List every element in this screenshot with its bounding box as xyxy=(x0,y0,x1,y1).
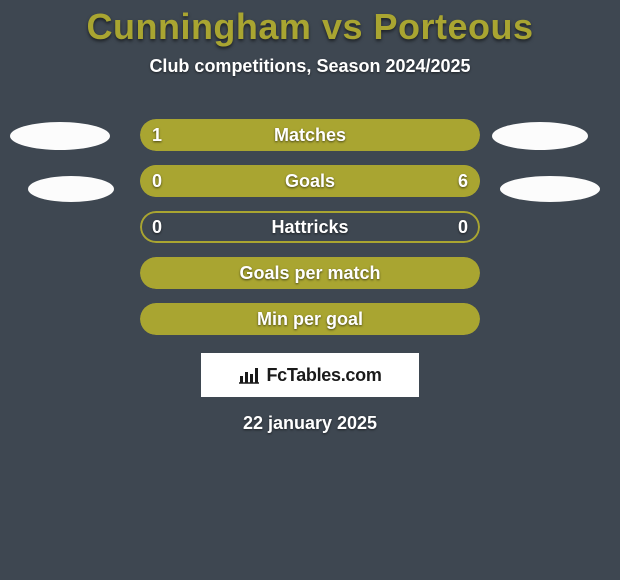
stat-value-right: 0 xyxy=(458,211,468,243)
stat-bar: Goals per match xyxy=(140,257,480,289)
stat-value-right: 6 xyxy=(458,165,468,197)
comparison-widget: Cunningham vs Porteous Club competitions… xyxy=(0,0,620,580)
stat-rows: Matches1Goals06Hattricks00Goals per matc… xyxy=(0,119,620,335)
source-logo: FcTables.com xyxy=(201,353,419,397)
stat-label: Goals xyxy=(140,165,480,197)
team-logo-placeholder xyxy=(500,176,600,202)
stat-label: Matches xyxy=(140,119,480,151)
source-logo-text: FcTables.com xyxy=(266,365,381,386)
stat-row: Hattricks0 0 xyxy=(0,211,620,243)
stat-label: Min per goal xyxy=(140,303,480,335)
stat-bar: Hattricks0 0 xyxy=(140,211,480,243)
stat-bar: Matches1 xyxy=(140,119,480,151)
stat-value-left: 0 xyxy=(152,211,162,243)
stat-value-left: 0 xyxy=(152,165,162,197)
stat-row: Goals per match xyxy=(0,257,620,289)
stat-label: Hattricks xyxy=(140,211,480,243)
page-title: Cunningham vs Porteous xyxy=(86,6,533,48)
bar-chart-icon xyxy=(238,366,260,384)
stat-label: Goals per match xyxy=(140,257,480,289)
stat-bar: Min per goal xyxy=(140,303,480,335)
subtitle: Club competitions, Season 2024/2025 xyxy=(149,56,470,77)
team-logo-placeholder xyxy=(492,122,588,150)
team-logo-placeholder xyxy=(10,122,110,150)
stat-row: Min per goal xyxy=(0,303,620,335)
date-label: 22 january 2025 xyxy=(243,413,377,434)
stat-value-left: 1 xyxy=(152,119,162,151)
team-logo-placeholder xyxy=(28,176,114,202)
stat-bar: Goals0 6 xyxy=(140,165,480,197)
